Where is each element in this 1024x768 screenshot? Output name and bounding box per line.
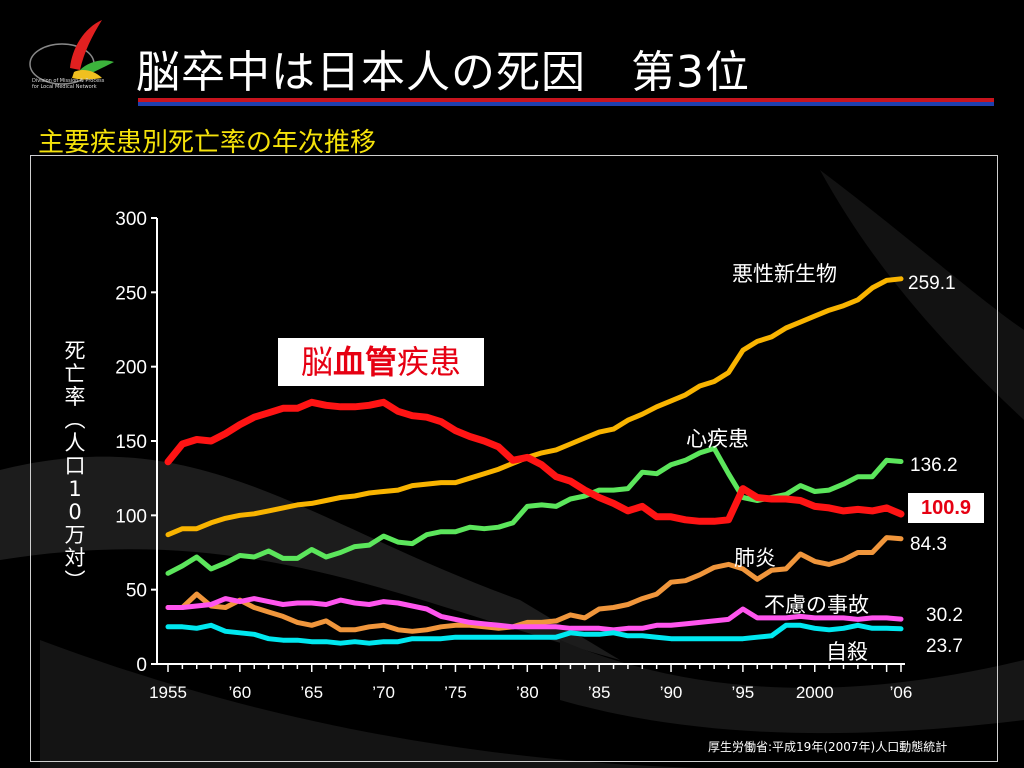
y-tick-label: 250 [115,283,147,304]
y-axis-label: 死亡率 ︵ 人口 1 0 万対 ︶ [60,340,90,593]
series-label-cancer: 悪性新生物 [732,262,837,286]
y-axis-label-char: 人 [64,431,86,455]
x-tick-label: ’90 [660,683,683,702]
y-axis-label-char: 死 [64,339,86,363]
title-rule-blue [138,102,994,106]
slide-subtitle: 主要疾患別死亡率の年次推移 [38,128,377,158]
x-tick-label: 2000 [796,683,834,702]
x-tick-label: ’85 [588,683,611,702]
series-line [165,535,904,634]
stroke-callout-label: 脳血管疾患 [278,338,484,386]
x-tick-label: ’95 [732,683,755,702]
y-tick-label: 300 [115,209,147,230]
y-axis-label-char: ︶ [64,569,86,593]
x-tick-label: 1955 [149,683,187,702]
logo-line-1: Division of Mission & Process [32,78,105,84]
logo-line-2: for Local Medical Network [32,84,97,90]
y-axis-label-char: ︵ [64,408,86,432]
x-tick-label: ’75 [444,683,467,702]
series-line [164,398,905,525]
y-tick-label: 100 [115,506,147,527]
x-tick-label: ’06 [890,683,913,702]
series-label-heart-disease: 心疾患 [686,427,749,451]
series-label-accidents: 不慮の事故 [764,593,869,617]
end-value-pneumonia: 84.3 [910,534,947,555]
y-axis-label-char: 0 [68,500,82,524]
callout-part-1: 脳 [300,343,333,381]
y-axis-label-char: 率 [64,385,86,409]
series-line [165,276,904,538]
series-line [165,622,904,646]
series-label-suicide: 自殺 [826,640,868,664]
chart-axes: 0 50 100 150 200 250 300 1955 ’60 ’65 ’70 ’75 ’80 ’85… [115,209,912,702]
y-axis-label-char: 口 [64,454,86,478]
organization-logo [29,20,114,85]
series-line [165,596,904,633]
end-value-suicide: 23.7 [926,636,963,657]
y-tick-label: 150 [115,432,147,453]
series-label-pneumonia: 肺炎 [734,546,776,570]
y-axis-label-char: 万 [64,523,86,547]
x-tick-label: ’60 [229,683,252,702]
y-tick-label: 0 [136,655,147,676]
y-axis-label-char: 1 [68,477,82,501]
x-tick-label: ’65 [300,683,323,702]
x-tick-label: ’70 [372,683,395,702]
end-value-accidents: 30.2 [926,605,963,626]
chart-frame [30,155,998,762]
x-tick-label: ’80 [516,683,539,702]
logo-text: Division of Mission & Process for Local … [32,78,104,90]
end-value-stroke: 100.9 [908,493,984,523]
y-axis-label-char: 亡 [64,362,86,386]
end-value-cancer: 259.1 [908,273,956,294]
chart-series [164,276,905,646]
callout-part-3: 疾患 [397,343,462,381]
slide-title: 脳卒中は日本人の死因 第3位 [136,47,750,98]
y-tick-label: 200 [115,358,147,379]
y-axis-label-char: 対 [64,546,86,570]
y-tick-label: 50 [126,581,147,602]
title-rule-red [138,98,994,102]
end-value-heart-disease: 136.2 [910,455,958,476]
callout-part-2: 血管 [332,343,397,381]
data-source: 厚生労働省:平成19年(2007年)人口動態統計 [708,740,948,754]
